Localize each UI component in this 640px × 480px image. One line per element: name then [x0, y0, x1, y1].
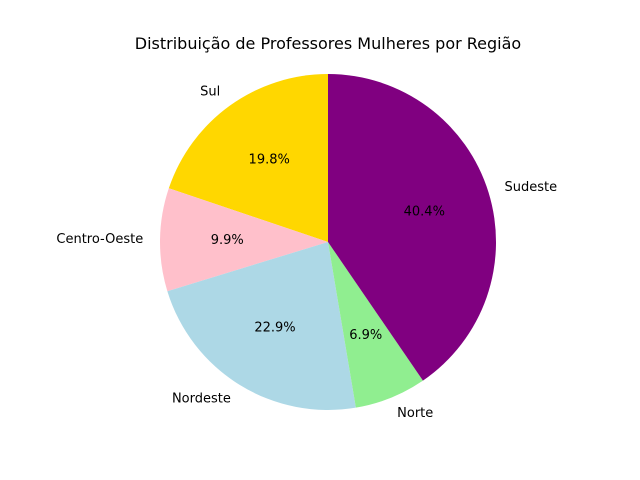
- pie-slice-sul: [168, 73, 328, 242]
- pie-slice-norte: [328, 242, 423, 408]
- slice-percent-sudeste: 40.4%: [404, 205, 445, 220]
- pie-slice-sudeste: [328, 73, 497, 381]
- slice-percent-norte: 6.9%: [349, 328, 382, 343]
- pie-slices: [159, 73, 497, 410]
- slice-label-centro-oeste: Centro-Oeste: [56, 232, 143, 247]
- slice-percent-centro-oeste: 9.9%: [211, 233, 244, 248]
- pie-slice-centro-oeste: [159, 188, 328, 292]
- slice-label-sudeste: Sudeste: [505, 180, 558, 195]
- slice-percent-sul: 19.8%: [249, 153, 290, 168]
- pie-labels: Sul 19.8% Centro-Oeste 9.9% Nordeste 22.9% Nor…: [56, 84, 557, 420]
- pie-slice-nordeste: [167, 242, 356, 410]
- slice-label-norte: Norte: [397, 406, 433, 421]
- slice-percent-nordeste: 22.9%: [254, 320, 295, 335]
- chart-title: Distribuição de Professores Mulheres por…: [135, 34, 521, 53]
- slice-label-sul: Sul: [200, 84, 220, 99]
- slice-label-nordeste: Nordeste: [172, 392, 231, 407]
